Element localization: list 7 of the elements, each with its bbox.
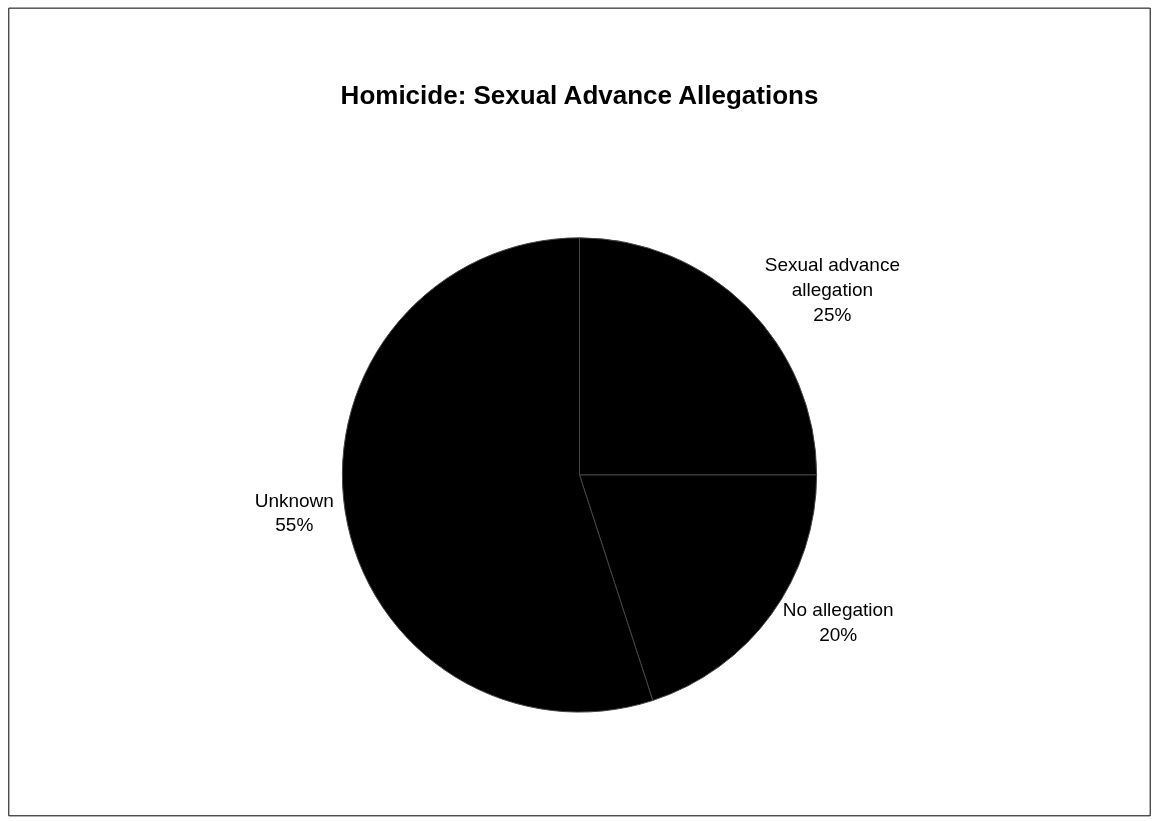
slice-label: No allegation (782, 599, 894, 621)
chart-title: Homicide: Sexual Advance Allegations (340, 79, 819, 110)
data-label: 55% (275, 514, 314, 536)
data-label: 20% (819, 624, 858, 646)
data-label: 25% (813, 303, 852, 325)
slice-label: Sexual advance allegation (764, 254, 900, 301)
slice-label: Unknown (254, 489, 334, 511)
